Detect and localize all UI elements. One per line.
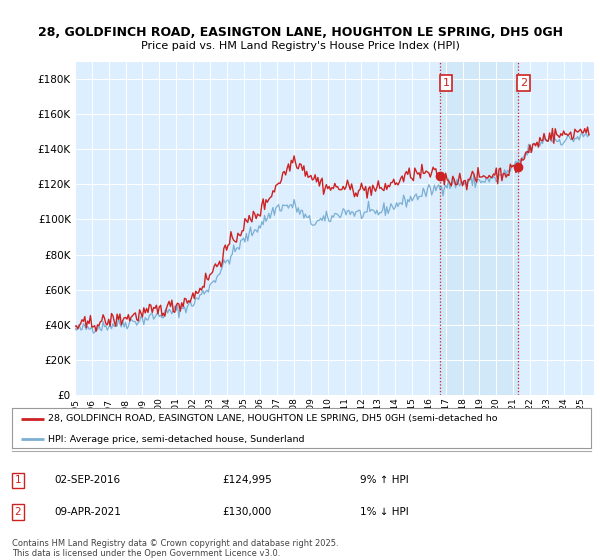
Text: 09-APR-2021: 09-APR-2021 — [54, 507, 121, 517]
Text: 2: 2 — [520, 78, 527, 88]
Text: 28, GOLDFINCH ROAD, EASINGTON LANE, HOUGHTON LE SPRING, DH5 0GH (semi-detached h: 28, GOLDFINCH ROAD, EASINGTON LANE, HOUG… — [49, 414, 498, 423]
Text: 2: 2 — [14, 507, 22, 517]
Bar — [440, 62, 518, 395]
Text: 1% ↓ HPI: 1% ↓ HPI — [360, 507, 409, 517]
Text: Contains HM Land Registry data © Crown copyright and database right 2025.
This d: Contains HM Land Registry data © Crown c… — [12, 539, 338, 558]
Text: 1: 1 — [443, 78, 449, 88]
Text: HPI: Average price, semi-detached house, Sunderland: HPI: Average price, semi-detached house,… — [49, 435, 305, 444]
Text: £124,995: £124,995 — [222, 475, 272, 486]
Text: Price paid vs. HM Land Registry's House Price Index (HPI): Price paid vs. HM Land Registry's House … — [140, 41, 460, 51]
Text: 9% ↑ HPI: 9% ↑ HPI — [360, 475, 409, 486]
Text: 1: 1 — [14, 475, 22, 486]
Text: £130,000: £130,000 — [222, 507, 271, 517]
Text: 02-SEP-2016: 02-SEP-2016 — [54, 475, 120, 486]
Text: 28, GOLDFINCH ROAD, EASINGTON LANE, HOUGHTON LE SPRING, DH5 0GH: 28, GOLDFINCH ROAD, EASINGTON LANE, HOUG… — [37, 26, 563, 39]
